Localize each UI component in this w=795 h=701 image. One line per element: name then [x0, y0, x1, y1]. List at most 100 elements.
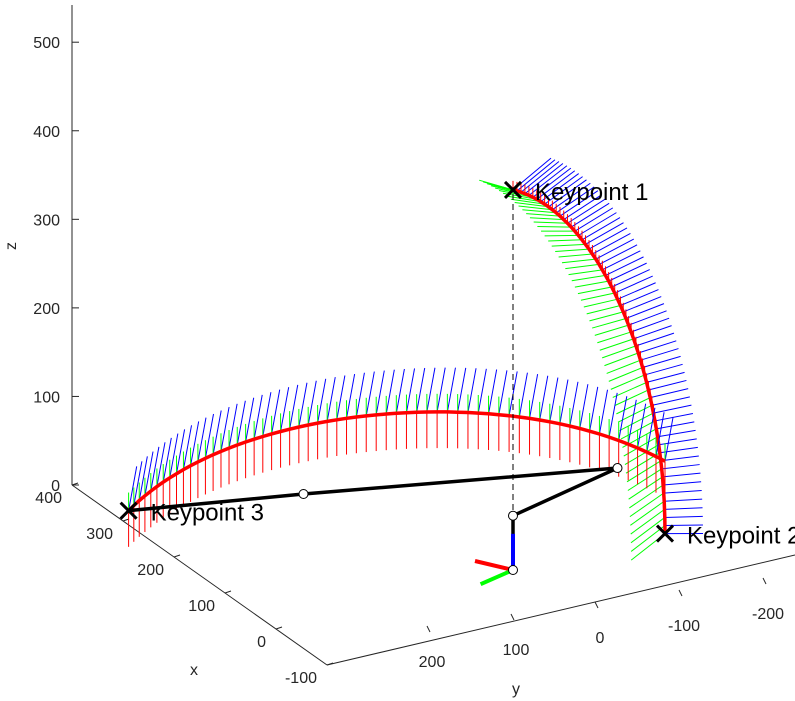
segment-2-3-b-arrow	[618, 396, 628, 441]
segment-2-3-b-arrow	[375, 370, 385, 415]
segment-1-2-g-arrow	[565, 263, 600, 270]
x-tick	[173, 554, 181, 558]
segment-1-2-b-arrow	[635, 332, 675, 347]
segment-1-2-g-arrow	[571, 274, 606, 282]
segment-2-3-b-arrow	[608, 392, 618, 438]
x-axis-label: x	[190, 662, 198, 679]
segment-1-2-b-arrow	[651, 396, 690, 406]
segment-2-3-b-arrow	[236, 400, 246, 446]
segment-1-2-g-arrow	[592, 317, 627, 329]
axes-box	[71, 5, 795, 666]
segment-1-2-b-arrow	[524, 163, 564, 195]
segment-1-2-b-arrow	[664, 507, 703, 510]
segment-1-2-g-arrow	[630, 508, 665, 535]
segment-1-2-g-arrow	[526, 213, 561, 217]
trajectory-frames	[127, 157, 704, 561]
segment-1-2-g-arrow	[626, 460, 662, 483]
segment-1-2-b-arrow	[663, 489, 702, 494]
segment-2-3-g-arrows	[128, 393, 666, 511]
segment-2-3-b-arrow	[646, 407, 656, 453]
segment-1-2-g-arrow	[577, 286, 612, 295]
segment-2-3-b-arrow	[488, 369, 498, 414]
segment-2-3-b-arrow	[436, 367, 446, 412]
keypoints: Keypoint 1 Keypoint 2 Keypoint 3	[119, 179, 795, 550]
segment-1-2-b-arrow	[544, 176, 583, 205]
y-tick	[594, 601, 599, 609]
segment-1-2-g-arrow	[604, 352, 639, 367]
y-tick-label: 0	[596, 630, 605, 647]
segment-2-3-b-arrow	[228, 403, 238, 449]
segment-1-2-b-arrow	[611, 269, 650, 288]
segment-1-2-g-arrow	[533, 221, 568, 224]
segment-1-2-b-arrow	[633, 325, 672, 340]
segment-1-2-b-arrow	[574, 207, 614, 232]
base-frame-y	[479, 568, 514, 587]
segment-1-2-g-arrow	[610, 374, 645, 390]
segment-1-2-b-arrow	[563, 194, 603, 220]
segment-1-2-b-arrow	[528, 165, 568, 196]
segment-2-3-b-arrow	[589, 386, 599, 432]
segment-1-2-b-arrow	[640, 348, 679, 361]
x-tick-label: 400	[35, 490, 62, 507]
y-tick	[426, 625, 431, 633]
segment-1-2-g-arrow	[574, 280, 609, 288]
segment-1-2-g-arrow	[551, 243, 586, 247]
segment-2-3-b-arrow	[336, 375, 346, 420]
segment-1-2-b-arrow	[585, 222, 624, 245]
segment-1-2-b-arrow	[659, 446, 698, 454]
segment-1-2-b-arrow	[614, 275, 653, 294]
segment-1-2-b-arrow	[540, 173, 579, 203]
segment-1-2-b-arrow	[662, 472, 701, 478]
segment-1-2-b-arrow	[642, 355, 681, 369]
segment-2-3-b-arrow	[385, 369, 395, 415]
segment-2-3-b-arrow	[655, 412, 665, 457]
segment-2-3-b-arrow	[446, 367, 456, 413]
z-tick-label: 500	[33, 35, 60, 52]
segment-1-2-g-arrow	[522, 209, 557, 214]
segment-1-2-b-arrows	[512, 157, 704, 535]
x-tick	[275, 626, 283, 630]
y-axis-line	[326, 554, 795, 666]
segment-1-2-b-arrow	[578, 212, 617, 236]
arm-link	[301, 466, 620, 496]
segment-2-3-b-arrow	[262, 392, 272, 437]
y-tick	[762, 577, 767, 585]
segment-2-3-b-arrow	[182, 425, 193, 470]
segment-2-3-b-arrow	[637, 403, 647, 449]
keypoint-label: Keypoint 3	[151, 500, 264, 527]
robot-arm	[126, 189, 623, 587]
segment-2-3-b-arrow	[518, 372, 528, 418]
segment-2-3-r-arrows	[128, 411, 666, 547]
segment-1-2-b-arrow	[658, 438, 697, 446]
segment-2-3-b-arrow	[245, 397, 255, 443]
segment-1-2-b-arrow	[646, 371, 685, 383]
segment-1-2-g-arrow	[568, 269, 603, 276]
x-tick-label: 100	[188, 598, 215, 615]
z-tick-label: 200	[33, 301, 60, 318]
segment-2-3-b-arrow	[289, 384, 299, 430]
segment-1-2-g-arrow	[629, 484, 664, 509]
segment-1-2-b-arrow	[581, 217, 621, 241]
z-tick-label: 100	[33, 389, 60, 406]
segment-2-3-b-arrow	[298, 382, 308, 428]
segment-2-3-b-arrow	[569, 381, 579, 427]
arm-joint	[298, 489, 309, 499]
segment-2-3-b-arrow	[144, 451, 154, 496]
segment-1-2-b-arrow	[532, 167, 572, 198]
segment-2-3-b-arrow	[467, 368, 477, 413]
segment-1-2-b-arrow	[552, 182, 591, 211]
segment-1-2-b-arrow	[620, 289, 659, 306]
segment-1-2-b-arrow	[660, 455, 699, 462]
segment-1-2-g-arrow	[589, 311, 624, 322]
segment-1-2-b-arrow	[602, 250, 641, 271]
x-tick-label: 300	[86, 526, 113, 543]
segment-1-2-b-arrow	[592, 232, 631, 255]
segment-1-2-b-arrow	[656, 421, 695, 430]
segment-2-3-b-arrow	[395, 368, 405, 414]
segment-2-3-b-arrow	[128, 466, 138, 511]
segment-2-3-b-arrow	[326, 377, 336, 422]
segment-2-3-b-arrow	[150, 446, 160, 492]
segment-1-2-g-arrows	[479, 179, 666, 561]
segment-2-3-b-arrow	[212, 410, 222, 455]
